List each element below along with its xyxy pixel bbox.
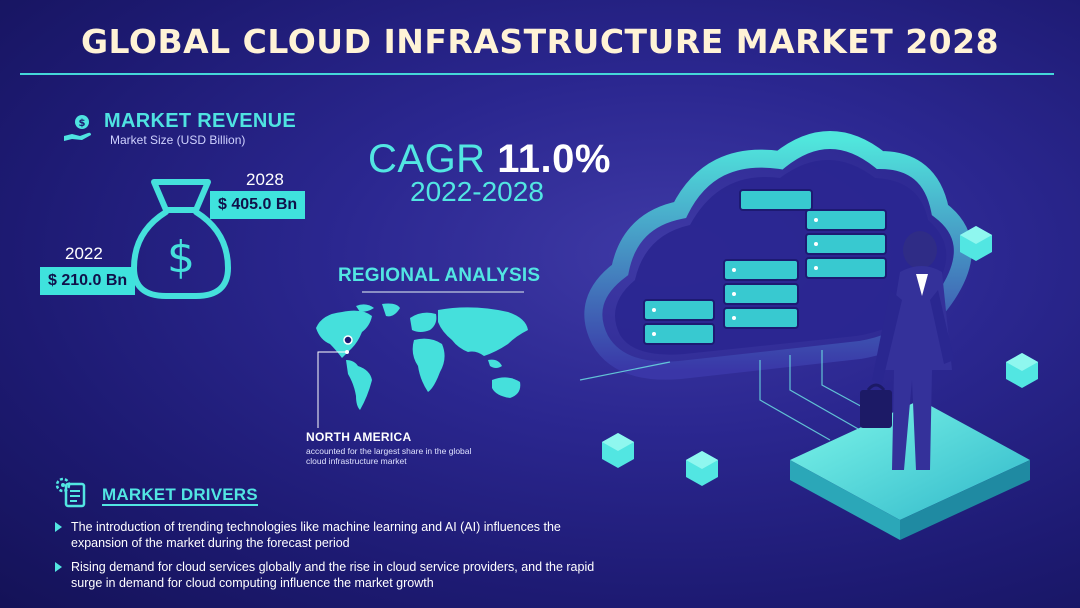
cloud-server-illustration (579, 131, 1038, 540)
market-revenue-heading: MARKET REVENUE (104, 110, 296, 132)
svg-text:$: $ (79, 118, 86, 129)
cagr-headline: CAGR 11.0% (368, 137, 611, 182)
driver-item: Rising demand for cloud services globall… (55, 559, 611, 591)
regional-analysis-heading: REGIONAL ANALYSIS (338, 265, 541, 286)
market-drivers-heading: MARKET DRIVERS (102, 485, 258, 506)
money-hand-icon: $ (64, 115, 91, 141)
year-2028-label: 2028 (246, 170, 284, 189)
server-rack-icon (643, 189, 887, 345)
gear-document-icon (55, 477, 86, 508)
cube-icon (1006, 353, 1038, 388)
bullet-arrow-icon (55, 562, 62, 572)
cube-icon (602, 433, 634, 468)
cagr-label: CAGR (368, 137, 486, 181)
value-2028-badge: $ 405.0 Bn (210, 191, 306, 219)
title-divider (20, 73, 1054, 75)
cube-icon (960, 226, 992, 261)
page-title: GLOBAL CLOUD INFRASTRUCTURE MARKET 2028 (80, 22, 1000, 61)
platform (790, 400, 1030, 540)
driver-item: The introduction of trending technologie… (55, 519, 591, 551)
value-2022-badge: $ 210.0 Bn (40, 267, 136, 295)
svg-text:$: $ (167, 232, 195, 283)
businessman-figure (860, 231, 954, 470)
driver-text: Rising demand for cloud services globall… (71, 560, 595, 590)
region-name: NORTH AMERICA (306, 430, 412, 444)
market-revenue-subheading: Market Size (USD Billion) (110, 133, 246, 147)
region-description: accounted for the largest share in the g… (306, 446, 472, 466)
driver-text: The introduction of trending technologie… (71, 520, 561, 550)
cube-icon (686, 451, 718, 486)
cagr-value: 11.0% (497, 137, 611, 181)
year-2022-label: 2022 (65, 244, 103, 263)
bullet-arrow-icon (55, 522, 62, 532)
world-map (316, 303, 528, 410)
regional-divider (362, 291, 524, 293)
money-bag-icon: $ (131, 179, 231, 299)
region-pointer-line (317, 350, 349, 428)
cagr-period: 2022-2028 (410, 176, 544, 207)
